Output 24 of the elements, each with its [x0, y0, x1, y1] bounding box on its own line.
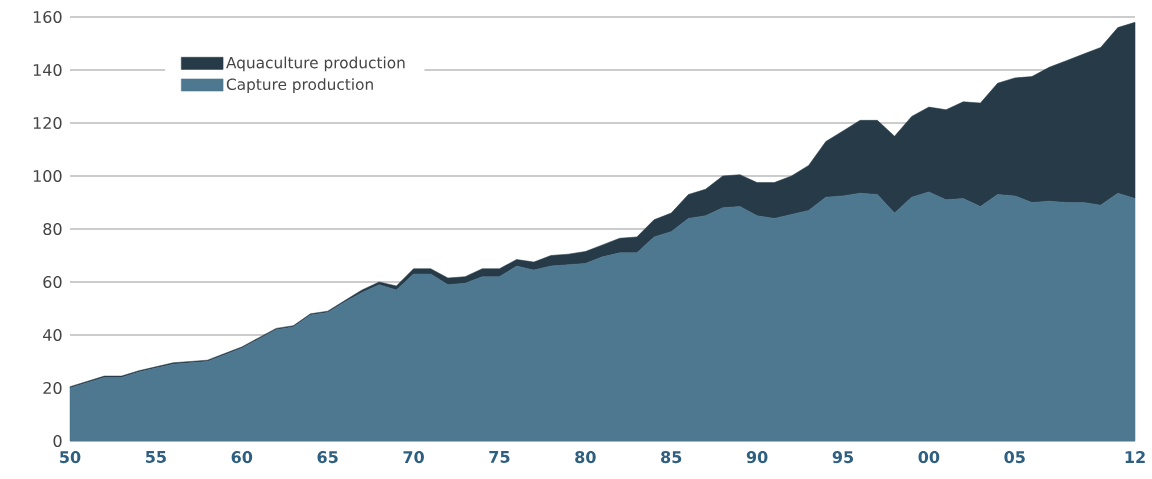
x-tick-label: 95 — [832, 451, 854, 464]
x-tick-label: 65 — [317, 451, 338, 464]
legend-label: Aquaculture production — [226, 56, 405, 72]
y-tick-label: 20 — [43, 381, 62, 395]
y-tick-label: 100 — [33, 169, 62, 183]
x-tick-label: 60 — [231, 451, 253, 464]
y-tick-label: 0 — [53, 434, 62, 448]
y-tick-label: 160 — [33, 10, 62, 24]
x-tick-label: 00 — [918, 451, 940, 464]
x-tick-label: 75 — [489, 451, 510, 463]
x-tick-label: 50 — [60, 451, 81, 464]
y-tick-label: 120 — [33, 116, 62, 130]
x-tick-label: 55 — [145, 451, 166, 463]
y-tick-label: 80 — [43, 222, 62, 236]
x-tick-label: 85 — [661, 451, 682, 464]
x-tick-label: 90 — [746, 451, 768, 464]
y-tick-label: 140 — [33, 63, 62, 77]
legend-label: Capture production — [226, 78, 373, 93]
y-tick-label: 40 — [43, 328, 62, 342]
x-tick-label: 70 — [403, 451, 424, 464]
x-tick-label: 05 — [1004, 451, 1025, 464]
y-tick-label: 60 — [43, 275, 62, 289]
x-tick-label: 12 — [1125, 451, 1145, 463]
x-tick-label: 80 — [575, 451, 596, 464]
